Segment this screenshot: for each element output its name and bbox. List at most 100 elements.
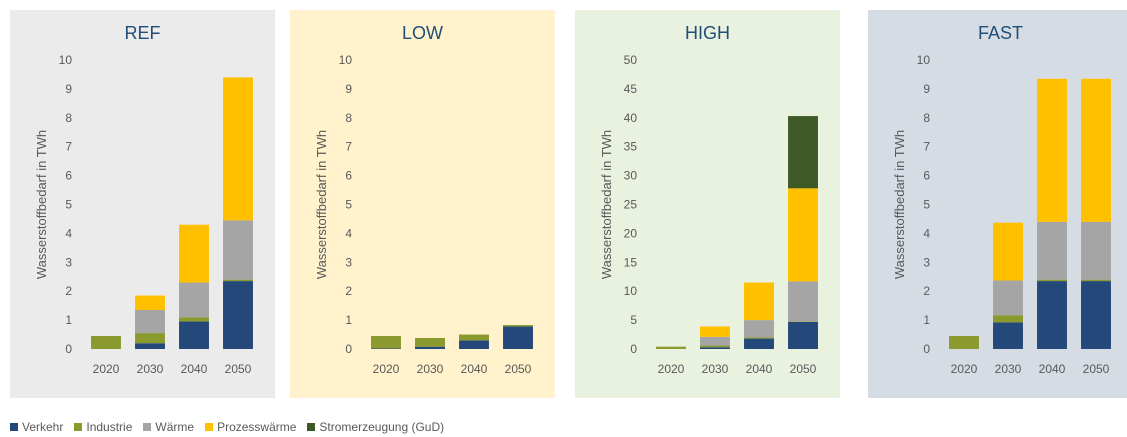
bar-segment-verkehr-2050 <box>788 321 818 349</box>
y-tick-label: 10 <box>917 53 931 67</box>
x-tick-label: 2030 <box>417 362 444 376</box>
bar-segment-waerme-2050 <box>223 220 253 280</box>
bar-segment-waerme-2030 <box>993 280 1023 316</box>
bar-segment-waerme-2050 <box>788 281 818 322</box>
y-tick-label: 6 <box>923 169 930 183</box>
y-tick-label: 5 <box>923 198 930 212</box>
bar-segment-industrie-2020 <box>91 335 121 349</box>
y-tick-label: 45 <box>624 82 638 96</box>
bar-segment-industrie-2020 <box>949 335 979 349</box>
y-tick-label: 25 <box>624 198 638 212</box>
y-tick-label: 15 <box>624 255 638 269</box>
x-tick-label: 2050 <box>790 362 817 376</box>
legend-item-prozesswaerme: Prozesswärme <box>205 420 296 434</box>
chart-title: HIGH <box>685 23 730 43</box>
bar-segment-industrie-2050 <box>223 279 253 282</box>
legend-label-prozesswaerme: Prozesswärme <box>217 420 297 434</box>
bar-segment-verkehr-2040 <box>459 340 489 349</box>
bar-segment-industrie-2050 <box>503 325 533 327</box>
bar-segment-industrie-2030 <box>415 338 445 347</box>
y-tick-label: 20 <box>624 226 638 240</box>
bar-segment-industrie-2050 <box>1081 279 1111 282</box>
y-tick-label: 2 <box>65 284 72 298</box>
y-tick-label: 9 <box>65 82 72 96</box>
chart-title: REF <box>125 23 161 43</box>
bar-segment-waerme-2040 <box>179 282 209 318</box>
bar-segment-industrie-2020 <box>371 335 401 349</box>
y-tick-label: 8 <box>65 111 72 125</box>
x-tick-label: 2020 <box>658 362 685 376</box>
bar-segment-verkehr-2020 <box>371 348 401 349</box>
bar-segment-verkehr-2050 <box>1081 281 1111 349</box>
y-tick-label: 50 <box>624 53 638 67</box>
y-tick-label: 40 <box>624 111 638 125</box>
bar-segment-industrie-2040 <box>1037 279 1067 282</box>
chart-panel-fast: FAST Wasserstoffbedarf in TWh 0 1 2 3 4 5 6 7 8 9 10… <box>868 10 1127 398</box>
y-tick-label: 3 <box>923 255 930 269</box>
chart-svg: LOW Wasserstoffbedarf in TWh 0 1 2 3 4 5 6 7 8 9 10 2… <box>290 10 555 398</box>
y-tick-label: 10 <box>339 53 353 67</box>
chart-panel-ref: REF Wasserstoffbedarf in TWh 0 1 2 3 4 5 6 7 8 9 10 2… <box>10 10 275 398</box>
legend-item-verkehr: Verkehr <box>10 420 63 434</box>
y-tick-label: 1 <box>923 313 930 327</box>
legend-item-waerme: Wärme <box>143 420 194 434</box>
bar-segment-waerme-2040 <box>744 320 774 338</box>
y-tick-label: 6 <box>345 169 352 183</box>
y-tick-label: 2 <box>923 284 930 298</box>
y-tick-label: 10 <box>59 53 73 67</box>
bar-segment-industrie-2030 <box>993 315 1023 323</box>
x-tick-label: 2050 <box>505 362 532 376</box>
y-tick-label: 4 <box>65 226 72 240</box>
bar-segment-verkehr-2040 <box>1037 281 1067 349</box>
y-tick-label: 35 <box>624 140 638 154</box>
y-axis-label: Wasserstoffbedarf in TWh <box>892 130 907 279</box>
bar-segment-industrie-2030 <box>135 333 165 344</box>
bar-segment-waerme-2030 <box>700 336 730 346</box>
x-tick-label: 2020 <box>951 362 978 376</box>
bar-segment-prozesswaerme-2050 <box>223 77 253 221</box>
legend-swatch-verkehr <box>10 423 18 431</box>
y-tick-label: 1 <box>65 313 72 327</box>
x-tick-label: 2020 <box>93 362 120 376</box>
y-tick-label: 5 <box>345 198 352 212</box>
y-tick-label: 0 <box>65 342 72 356</box>
bar-segment-industrie-2040 <box>459 334 489 341</box>
y-tick-label: 1 <box>345 313 352 327</box>
legend-label-waerme: Wärme <box>155 420 195 434</box>
y-tick-label: 7 <box>65 140 72 154</box>
legend-swatch-prozesswaerme <box>205 423 214 431</box>
y-tick-label: 0 <box>923 342 930 356</box>
y-tick-label: 9 <box>923 82 930 96</box>
chart-svg: FAST Wasserstoffbedarf in TWh 0 1 2 3 4 5 6 7 8 9 10… <box>868 10 1127 398</box>
y-tick-label: 0 <box>345 342 352 356</box>
x-tick-label: 2030 <box>702 362 729 376</box>
bar-segment-prozesswaerme-2030 <box>993 222 1023 281</box>
y-axis-label: Wasserstoffbedarf in TWh <box>314 130 329 279</box>
y-tick-label: 5 <box>630 313 637 327</box>
legend-swatch-industrie <box>74 423 83 431</box>
bar-segment-prozesswaerme-2050 <box>788 188 818 282</box>
y-tick-label: 4 <box>923 226 930 240</box>
bar-segment-industrie-2050 <box>788 321 818 322</box>
bar-segment-industrie-2030 <box>700 345 730 348</box>
x-tick-label: 2040 <box>746 362 773 376</box>
x-tick-label: 2050 <box>1083 362 1110 376</box>
y-tick-label: 4 <box>345 226 352 240</box>
legend-swatch-stromerzeugung <box>307 423 316 431</box>
bar-segment-verkehr-2050 <box>503 326 533 349</box>
legend-label-verkehr: Verkehr <box>22 420 64 434</box>
chart-svg: HIGH Wasserstoffbedarf in TWh 0 5 10 15 20 25 30… <box>575 10 840 398</box>
chart-svg: REF Wasserstoffbedarf in TWh 0 1 2 3 4 5 6 7 8 9 10 2… <box>10 10 275 398</box>
x-tick-label: 2030 <box>137 362 164 376</box>
y-tick-label: 7 <box>923 140 930 154</box>
legend-label-stromerzeugung: Stromerzeugung (GuD) <box>319 420 445 434</box>
legend: Verkehr Industrie Wärme Prozesswärme Str… <box>10 420 455 434</box>
legend-item-stromerzeugung: Stromerzeugung (GuD) <box>307 420 444 434</box>
y-axis-label: Wasserstoffbedarf in TWh <box>34 130 49 279</box>
y-tick-label: 8 <box>345 111 352 125</box>
y-tick-label: 30 <box>624 169 638 183</box>
legend-label-industrie: Industrie <box>86 420 133 434</box>
y-tick-label: 5 <box>65 198 72 212</box>
bar-segment-waerme-2050 <box>1081 221 1111 280</box>
x-tick-label: 2040 <box>1039 362 1066 376</box>
